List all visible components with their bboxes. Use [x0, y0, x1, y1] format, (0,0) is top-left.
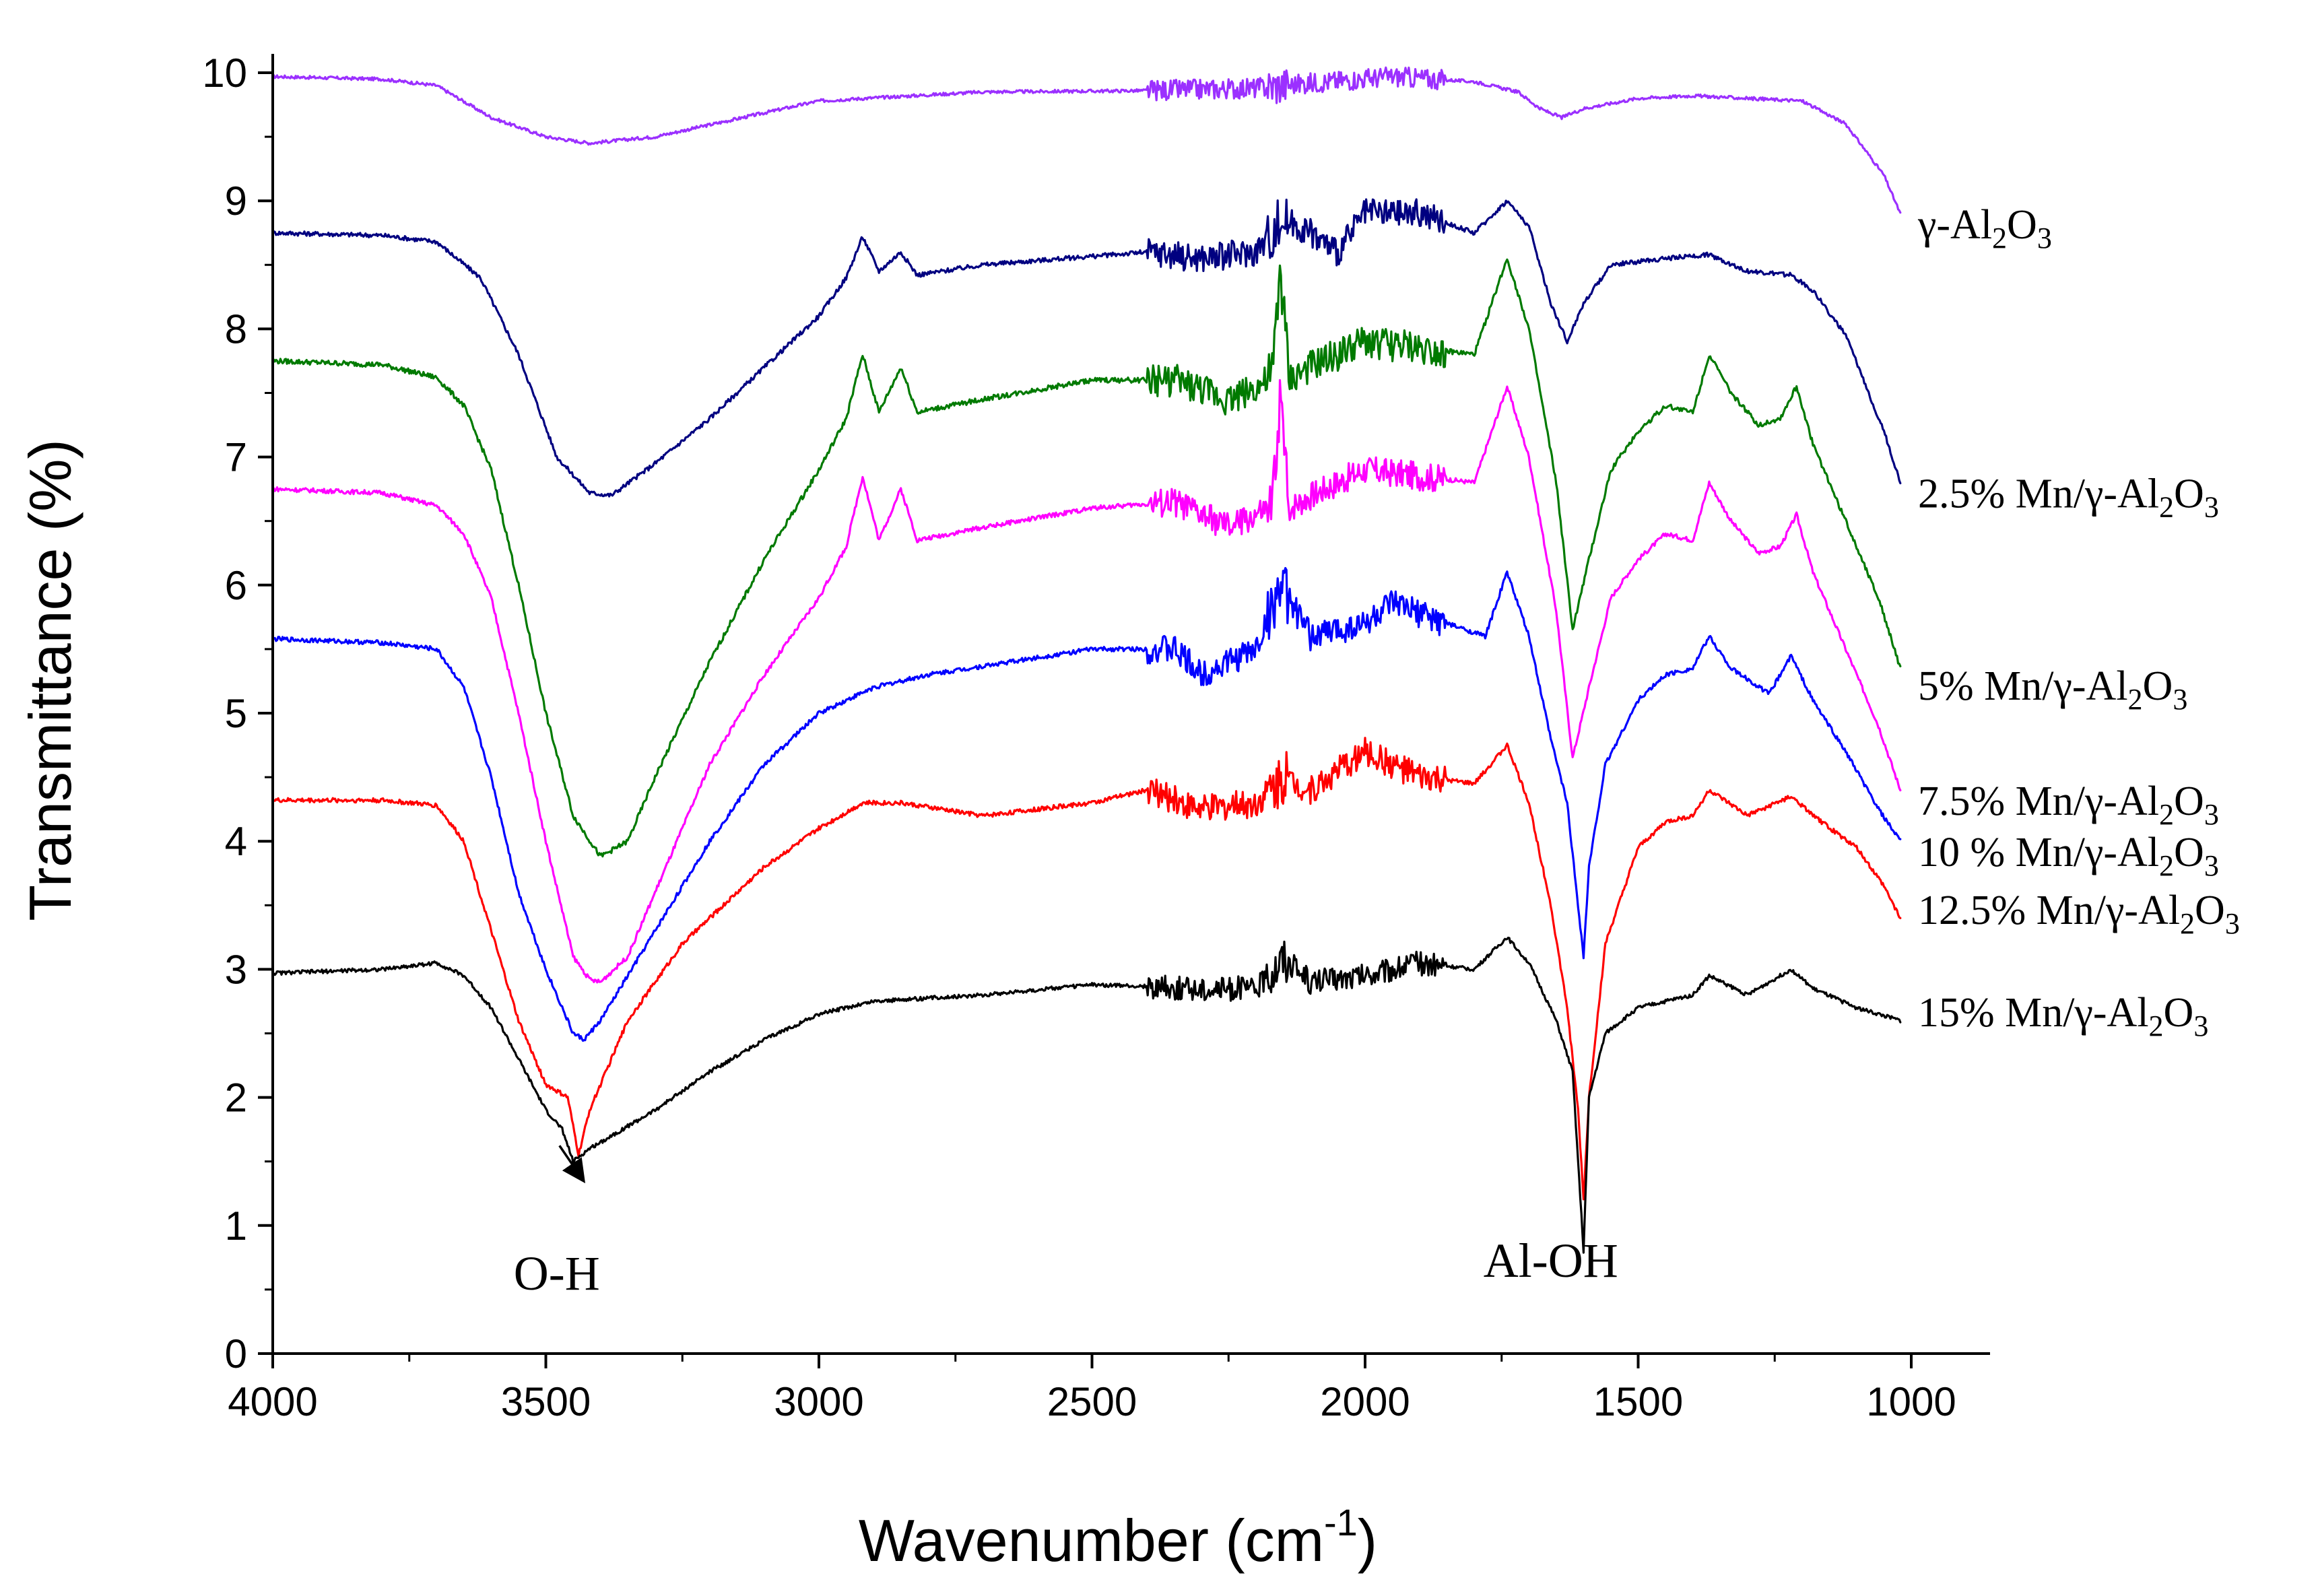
- series-label-text: O: [2143, 663, 2173, 709]
- y-tick-label: 10: [202, 51, 247, 96]
- series-label-text: O: [2174, 778, 2204, 824]
- series-label-subscript: 2: [2159, 798, 2174, 831]
- x-tick-label: 3000: [774, 1379, 863, 1424]
- x-axis-title-sup: -1: [1324, 1501, 1358, 1543]
- y-tick-label: 1: [225, 1203, 247, 1249]
- series-label-text: γ-Al: [1917, 202, 1992, 248]
- annotations: O-H Al-OH: [514, 1145, 1618, 1300]
- x-axis-title-main: Wavenumber (cm: [859, 1507, 1324, 1574]
- series-label-subscript: 2: [2180, 907, 2195, 940]
- series-label-text: 12.5% Mn/γ-Al: [1918, 888, 2180, 933]
- series-line-5: [271, 737, 1902, 1201]
- x-tick-label: 1500: [1593, 1379, 1683, 1424]
- annotation-1: Al-OH: [1484, 1234, 1618, 1288]
- x-tick-label: 2500: [1047, 1379, 1137, 1424]
- y-tick-label: 9: [225, 178, 247, 224]
- x-tick-label: 4000: [228, 1379, 317, 1424]
- y-tick-label: 5: [225, 691, 247, 736]
- series-label-text: 15% Mn/γ-Al: [1918, 990, 2149, 1036]
- series-label-subscript: 2: [2159, 491, 2174, 524]
- series-label-subscript: 2: [2149, 1009, 2164, 1042]
- series-label-subscript: 3: [2225, 907, 2240, 940]
- x-tick-label: 1000: [1866, 1379, 1956, 1424]
- series-label-subscript: 3: [2193, 1009, 2208, 1042]
- series-line-4: [271, 567, 1902, 1042]
- series-layer: [271, 66, 1902, 1254]
- series-label-text: O: [2164, 990, 2194, 1036]
- axes-layer: 0 1 2 3 4 5 6 7 8 9 10 4000 3500 3000 2500 2000 1500 1000: [202, 51, 1990, 1424]
- x-axis-title: Wavenumber (cm-1): [859, 1501, 1377, 1574]
- series-label-6: 15% Mn/γ-Al2O3: [1918, 990, 2208, 1042]
- series-label-2: 5% Mn/γ-Al2O3: [1918, 663, 2187, 716]
- y-tick-label: 0: [225, 1331, 247, 1376]
- series-label-subscript: 2: [2159, 849, 2174, 882]
- series-label-subscript: 3: [2204, 849, 2219, 882]
- annotation-arrow-0: [558, 1145, 586, 1184]
- series-label-text: 5% Mn/γ-Al: [1918, 663, 2128, 709]
- series-label-text: O: [2174, 830, 2204, 875]
- x-tick-label: 3500: [501, 1379, 591, 1424]
- y-tick-label: 4: [225, 819, 247, 864]
- annotation-0: O-H: [514, 1246, 600, 1300]
- series-label-text: 2.5% Mn/γ-Al: [1918, 471, 2159, 517]
- series-label-text: O: [2007, 202, 2037, 248]
- series-line-0: [271, 66, 1902, 214]
- y-tick-label: 2: [225, 1075, 247, 1121]
- series-label-0: γ-Al2O3: [1917, 202, 2052, 255]
- series-label-text: O: [2195, 888, 2225, 933]
- series-label-3: 7.5% Mn/γ-Al2O3: [1918, 778, 2219, 831]
- x-axis-title-end: ): [1358, 1507, 1377, 1574]
- series-label-subscript: 2: [2128, 683, 2143, 716]
- series-label-text: O: [2174, 471, 2204, 517]
- series-label-subscript: 3: [2037, 222, 2052, 255]
- series-line-3: [271, 379, 1902, 984]
- series-line-2: [271, 258, 1902, 858]
- series-line-6: [271, 936, 1902, 1254]
- series-label-text: 10 % Mn/γ-Al: [1918, 830, 2159, 875]
- x-tick-label: 2000: [1320, 1379, 1410, 1424]
- series-label-subscript: 2: [1992, 222, 2007, 255]
- series-label-4: 10 % Mn/γ-Al2O3: [1918, 830, 2219, 882]
- y-tick-label: 8: [225, 306, 247, 352]
- y-tick-label: 7: [225, 435, 247, 480]
- series-label-text: 7.5% Mn/γ-Al: [1918, 778, 2159, 824]
- series-label-subscript: 3: [2173, 683, 2187, 716]
- series-label-subscript: 3: [2204, 798, 2219, 831]
- series-label-1: 2.5% Mn/γ-Al2O3: [1918, 471, 2219, 524]
- series-label-subscript: 3: [2204, 491, 2219, 524]
- series-label-5: 12.5% Mn/γ-Al2O3: [1918, 888, 2240, 940]
- series-line-1: [271, 198, 1902, 498]
- y-axis-title: Transmittance (%): [17, 439, 84, 921]
- y-tick-label: 6: [225, 563, 247, 608]
- y-tick-label: 3: [225, 947, 247, 992]
